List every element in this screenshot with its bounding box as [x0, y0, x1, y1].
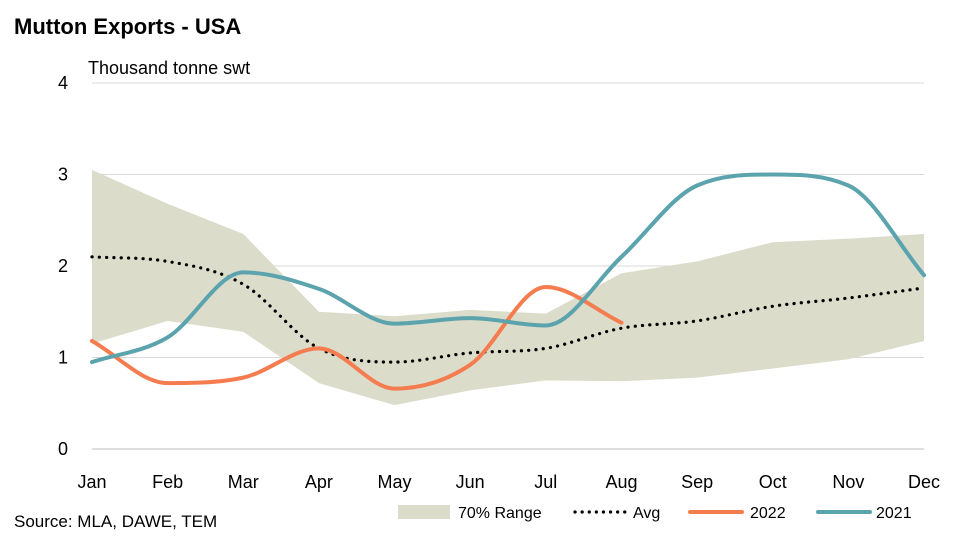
- x-tick-label: Aug: [605, 472, 637, 492]
- series-lines: [90, 172, 926, 391]
- y-tick-label: 1: [58, 348, 68, 368]
- y-tick-label: 0: [58, 439, 68, 459]
- x-tick-labels: Jan Feb Mar Apr May Jun Jul Aug Sep Oct Nov Dec: [77, 472, 940, 492]
- x-tick-label: Nov: [832, 472, 864, 492]
- range-band-area: [92, 169, 924, 406]
- series-line-Avg: [90, 255, 926, 364]
- legend: 70% Range Avg 2022 2021: [398, 505, 912, 522]
- legend-label-2021: 2021: [876, 505, 912, 522]
- legend-swatch-range: [398, 505, 450, 519]
- y-axis-label: Thousand tonne swt: [88, 58, 251, 78]
- y-tick-label: 4: [58, 73, 68, 93]
- x-tick-label: Sep: [681, 472, 713, 492]
- x-tick-label: May: [378, 472, 412, 492]
- x-tick-label: Feb: [152, 472, 183, 492]
- y-tick-label: 3: [58, 165, 68, 185]
- x-tick-label: Dec: [908, 472, 940, 492]
- series-line-2021: [90, 172, 926, 365]
- y-tick-label: 2: [58, 256, 68, 276]
- x-tick-label: Apr: [305, 472, 333, 492]
- legend-label-range: 70% Range: [458, 505, 542, 522]
- x-tick-label: Jan: [77, 472, 106, 492]
- x-tick-label: Mar: [228, 472, 259, 492]
- series-line-2022: [90, 285, 624, 391]
- x-tick-label: Jul: [534, 472, 557, 492]
- legend-label-Avg: Avg: [633, 505, 660, 522]
- y-tick-labels: 0 1 2 3 4: [58, 73, 68, 459]
- legend-label-2022: 2022: [750, 505, 786, 522]
- x-tick-label: Oct: [759, 472, 787, 492]
- chart-title: Mutton Exports - USA: [14, 14, 242, 39]
- range-band: [92, 169, 924, 406]
- source-note: Source: MLA, DAWE, TEM: [14, 512, 218, 531]
- x-tick-label: Jun: [456, 472, 485, 492]
